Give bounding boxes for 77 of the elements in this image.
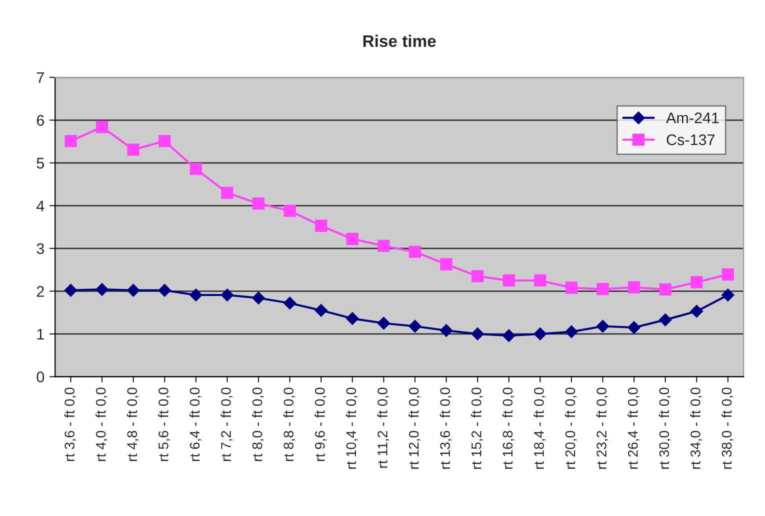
point [220,288,234,302]
x-tick-label: rt 34,0 - ft 0,0 [690,388,702,469]
point [690,276,703,288]
point [284,204,296,217]
point [471,270,484,282]
point [659,283,672,296]
y-tick-label: 3 [36,243,44,254]
point [722,288,734,302]
x-tick-label: rt 15,2 - ft 0,0 [471,388,483,469]
x-tick-label: rt 16,8 - ft 0,0 [502,388,514,469]
point [722,268,734,281]
point [440,324,453,337]
y-tick-label: 6 [36,115,44,126]
y-tick-label: 5 [36,158,44,169]
point [158,284,172,297]
x-tick-label: rt 8,8 - ft 0,0 [283,388,296,462]
point [377,316,390,330]
point [346,232,358,246]
chart-title: Rise time [363,34,436,48]
point [190,162,202,175]
point [408,246,422,258]
x-tick-label: rt 4,8 - ft 0,0 [126,388,139,462]
point [534,274,546,287]
x-tick-label: rt 7,2 - ft 0,0 [220,388,233,462]
point [252,197,265,210]
x-tick-label: rt 13,6 - ft 0,0 [440,388,452,469]
point [596,282,609,296]
x-tick-label: rt 6,4 - ft 0,0 [189,388,202,462]
x-tick-label: rt 8,0 - ft 0,0 [252,388,264,462]
x-tick-label: rt 18,4 - ft 0,0 [534,388,546,469]
point [690,304,704,318]
legend-label: Am-241 [666,112,719,124]
point [189,288,202,302]
x-tick-label: rt 4,0 - ft 0,0 [96,388,108,462]
x-tick-label: rt 26,4 - ft 0,0 [628,388,640,469]
point [64,284,78,297]
y-tick-label: 2 [36,286,44,297]
point [534,328,547,340]
point [64,135,77,148]
point [346,312,359,325]
point [565,325,578,338]
point [628,321,640,334]
point [96,120,108,134]
y-tick-label: 4 [36,200,44,212]
point [127,144,140,156]
point [158,135,171,148]
x-tick-label: rt 38,0 - ft 0,0 [721,388,734,469]
x-tick-label: rt 5,6 - ft 0,0 [158,388,170,462]
point [126,284,140,297]
y-tick-label: 7 [36,72,44,83]
point [314,304,328,317]
point [283,296,296,310]
x-tick-label: rt 3,6 - ft 0,0 [64,388,76,462]
point [408,320,422,333]
point [565,282,578,294]
point [315,220,328,232]
point [596,320,610,333]
x-tick-label: rt 12,0 - ft 0,0 [408,388,420,469]
x-tick-label: rt 20,0 - ft 0,0 [564,388,577,469]
point [502,274,515,287]
x-tick-label: rt 10,4 - ft 0,0 [346,388,358,469]
point [378,240,390,252]
point [440,258,452,270]
legend-label: Cs-137 [666,134,714,146]
y-tick-label: 1 [37,328,44,340]
x-tick-label: rt 11,2 - ft 0,0 [377,388,390,468]
y-tick-label: 0 [36,372,44,382]
point [628,281,640,294]
point [252,292,265,304]
point [471,328,484,340]
x-tick-label: rt 9,6 - ft 0,0 [314,388,326,462]
point [502,329,516,342]
x-tick-label: rt 23,2 - ft 0,0 [596,388,608,469]
x-tick-label: rt 30,0 - ft 0,0 [658,388,671,469]
point [96,283,108,296]
point [221,186,234,199]
point [658,313,672,326]
